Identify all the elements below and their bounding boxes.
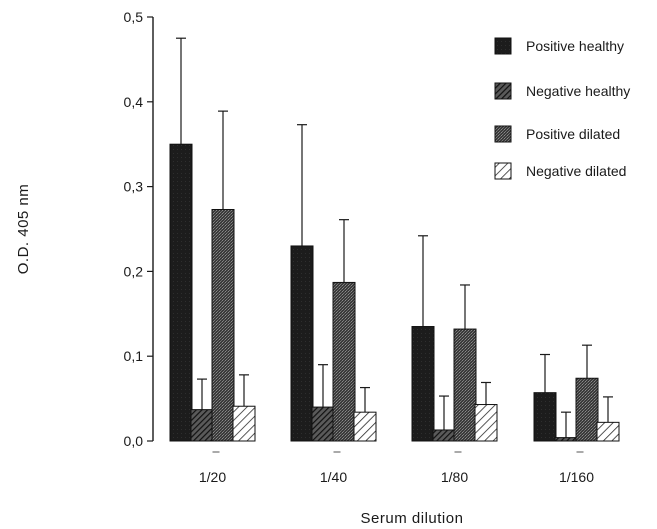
legend-label: Positive healthy xyxy=(526,38,624,54)
y-tick-label: 0,3 xyxy=(124,179,144,195)
legend-swatch xyxy=(494,37,512,55)
y-ticks: 0,0 0,1 0,2 0,3 0,4 0,5 xyxy=(124,9,153,449)
bar xyxy=(332,281,356,442)
bar xyxy=(311,406,335,442)
bar xyxy=(353,411,377,442)
legend-label: Negative healthy xyxy=(526,83,630,99)
x-ticks: 1/20 1/40 1/80 1/160 xyxy=(199,451,594,485)
bar xyxy=(232,405,256,442)
bar xyxy=(596,421,620,442)
legend: Positive healthy Negative healthy Positive… xyxy=(494,37,630,180)
bars xyxy=(169,143,620,442)
legend-swatch xyxy=(494,125,512,143)
bar xyxy=(432,429,456,442)
error-bars xyxy=(176,37,613,438)
bar xyxy=(554,437,578,442)
x-tick-label: 1/80 xyxy=(441,469,468,485)
legend-label: Positive dilated xyxy=(526,126,620,142)
bar xyxy=(453,328,477,442)
y-tick-label: 0,4 xyxy=(124,94,144,110)
y-tick-label: 0,2 xyxy=(124,263,144,279)
x-tick-label: 1/40 xyxy=(320,469,347,485)
legend-label: Negative dilated xyxy=(526,163,626,179)
y-tick-label: 0,5 xyxy=(124,9,144,25)
x-tick-label: 1/160 xyxy=(559,469,594,485)
x-tick-label: 1/20 xyxy=(199,469,226,485)
x-axis-title: Serum dilution xyxy=(361,510,464,527)
y-tick-label: 0,0 xyxy=(124,433,144,449)
y-tick-label: 0,1 xyxy=(124,348,144,364)
bar xyxy=(169,143,193,442)
legend-swatch xyxy=(494,162,512,180)
bar xyxy=(211,208,235,442)
bar xyxy=(474,404,498,442)
bar xyxy=(575,377,599,442)
bar xyxy=(533,392,557,442)
bar xyxy=(190,409,214,442)
bar xyxy=(290,245,314,442)
legend-swatch xyxy=(494,82,512,100)
y-axis-title: O.D. 405 nm xyxy=(15,184,32,275)
bar xyxy=(411,326,435,442)
